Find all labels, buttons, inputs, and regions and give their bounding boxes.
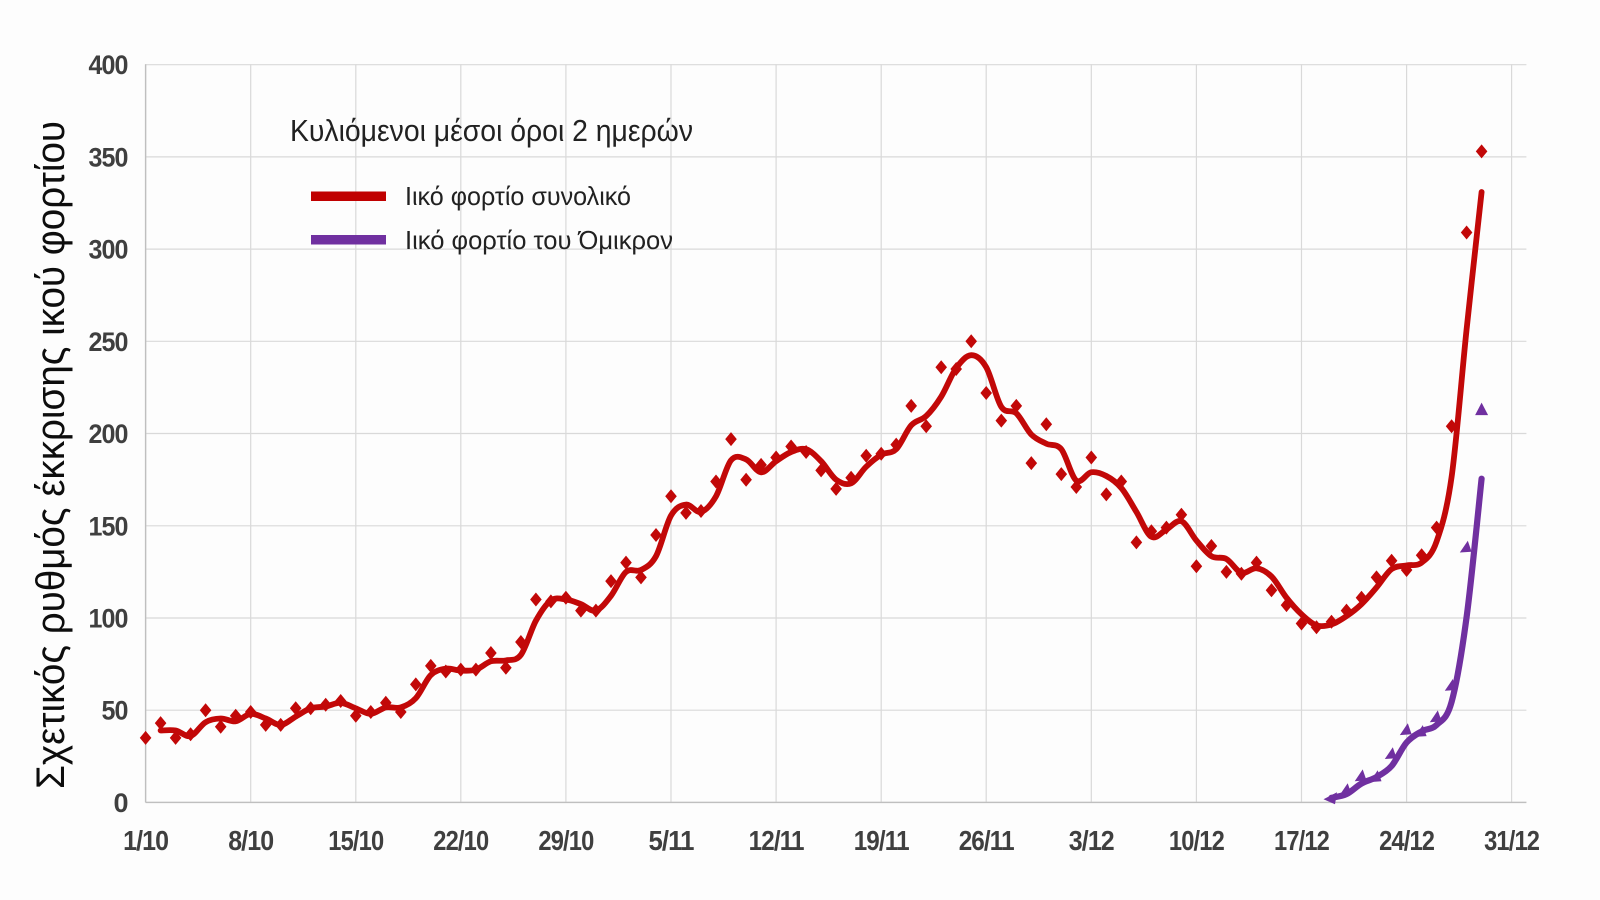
svg-text:5/11: 5/11	[649, 825, 694, 856]
svg-text:Σχετικός ρυθμός έκκρισης ικού: Σχετικός ρυθμός έκκρισης ικού φορτίου	[29, 121, 73, 789]
svg-text:19/11: 19/11	[854, 825, 909, 856]
svg-text:3/12: 3/12	[1069, 825, 1114, 856]
svg-text:250: 250	[89, 327, 128, 357]
svg-text:26/11: 26/11	[959, 825, 1014, 856]
svg-text:Ιικό φορτίο του Όμικρον: Ιικό φορτίο του Όμικρον	[405, 225, 673, 255]
svg-text:1/10: 1/10	[123, 825, 168, 856]
svg-text:0: 0	[113, 788, 127, 818]
svg-text:400: 400	[89, 50, 128, 80]
svg-text:100: 100	[89, 604, 128, 634]
svg-text:29/10: 29/10	[538, 825, 593, 856]
svg-text:15/10: 15/10	[328, 825, 383, 856]
svg-text:Ιικό φορτίο συνολικό: Ιικό φορτίο συνολικό	[405, 181, 631, 211]
svg-text:300: 300	[89, 235, 128, 265]
svg-text:50: 50	[102, 696, 128, 726]
svg-text:150: 150	[89, 511, 128, 541]
svg-text:17/12: 17/12	[1274, 825, 1329, 856]
svg-text:350: 350	[89, 142, 128, 172]
svg-text:10/12: 10/12	[1169, 825, 1224, 856]
svg-text:12/11: 12/11	[749, 825, 804, 856]
svg-text:200: 200	[89, 419, 128, 449]
svg-text:8/10: 8/10	[228, 825, 273, 856]
svg-text:22/10: 22/10	[433, 825, 488, 856]
svg-text:Κυλιόμενοι μέσοι όροι 2 ημερών: Κυλιόμενοι μέσοι όροι 2 ημερών	[290, 113, 693, 148]
svg-text:31/12: 31/12	[1484, 825, 1539, 856]
svg-text:24/12: 24/12	[1379, 825, 1434, 856]
